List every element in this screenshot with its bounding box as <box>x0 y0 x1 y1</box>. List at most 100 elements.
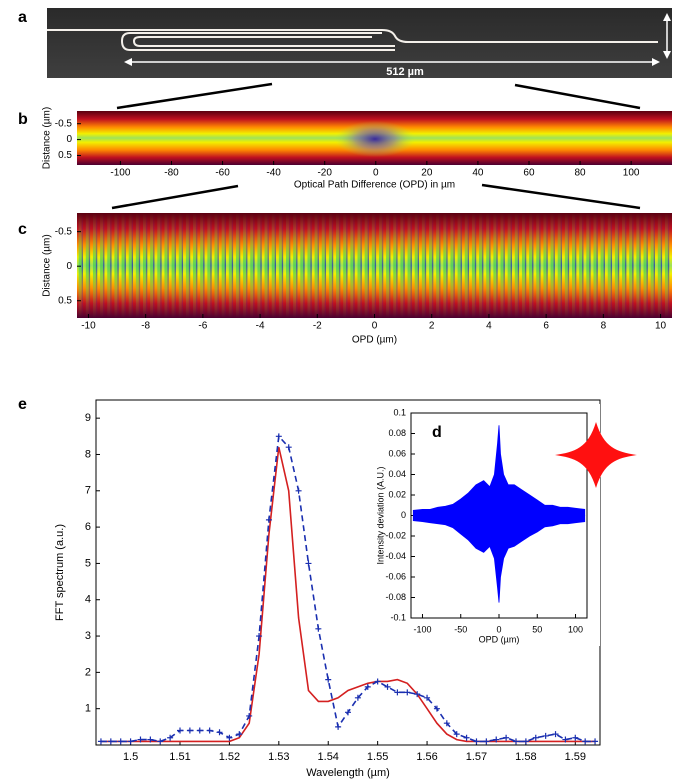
x-tick-label: -100 <box>110 168 130 179</box>
y-tick-label: 8 <box>85 448 91 460</box>
fringes <box>77 213 672 318</box>
x-axis-label: Optical Path Difference (OPD) in µm <box>294 180 455 191</box>
x-tick-label: 20 <box>421 168 433 179</box>
x-tick-label: 1.55 <box>367 751 388 763</box>
x-tick-label: 1.59 <box>565 751 586 763</box>
marker <box>345 709 351 716</box>
marker <box>354 694 361 701</box>
y-tick-label: 0 <box>66 134 72 145</box>
marker <box>364 683 371 690</box>
marker <box>572 734 579 741</box>
y-axis-label: Distance (µm) <box>42 107 53 169</box>
y-tick-label: 9 <box>85 412 91 424</box>
y-axis-label: Distance (µm) <box>42 234 53 296</box>
y-tick-label: 6 <box>85 521 91 533</box>
x-tick-label: -50 <box>454 624 467 634</box>
axes-frame <box>410 412 588 619</box>
y-tick-label: 0.5 <box>58 295 72 306</box>
scale-arrows <box>124 13 671 66</box>
marker <box>147 736 154 743</box>
x-tick-label: 1.56 <box>416 751 437 763</box>
marker <box>117 738 124 745</box>
x-tick-label: 50 <box>532 624 542 634</box>
marker <box>157 738 164 745</box>
marker <box>315 625 322 632</box>
marker <box>335 723 342 730</box>
marker <box>196 727 203 734</box>
x-tick-label: 1.58 <box>515 751 536 763</box>
y-tick-label: -0.1 <box>390 612 406 622</box>
marker <box>542 732 549 739</box>
y-tick-label: -0.06 <box>385 571 406 581</box>
y-tick-label: 0 <box>66 261 72 272</box>
x-tick-label: -6 <box>198 321 207 332</box>
marker <box>97 738 104 745</box>
x-tick-label: 2 <box>429 321 435 332</box>
x-tick-label: 1.53 <box>268 751 289 763</box>
marker <box>137 736 144 743</box>
x-tick-label: -40 <box>266 168 281 179</box>
marker <box>433 705 440 712</box>
marker <box>532 734 539 741</box>
panel-label: b <box>18 111 28 128</box>
x-tick-label: -8 <box>141 321 150 332</box>
panel-label: e <box>18 396 27 413</box>
y-tick-label: 0.04 <box>388 469 406 479</box>
x-tick-label: 1.52 <box>219 751 240 763</box>
marker <box>394 689 401 696</box>
x-tick-label: 4 <box>486 321 492 332</box>
marker <box>424 694 431 701</box>
y-tick-label: 3 <box>85 630 91 642</box>
x-tick-label: 1.57 <box>466 751 487 763</box>
marker <box>186 727 193 734</box>
y-tick-label: -0.08 <box>385 592 406 602</box>
signal-envelope <box>412 515 586 603</box>
x-tick-label: 1.5 <box>123 751 138 763</box>
y-tick-label: -0.5 <box>55 118 73 129</box>
marker <box>206 727 213 734</box>
marker <box>167 734 174 741</box>
y-tick-label: -0.04 <box>385 551 406 561</box>
y-tick-label: 2 <box>85 666 91 678</box>
y-tick-label: -0.5 <box>55 226 73 237</box>
y-tick-label: 0.5 <box>58 150 72 161</box>
marker <box>374 678 381 685</box>
marker <box>453 731 460 738</box>
x-tick-label: -100 <box>413 624 431 634</box>
x-tick-label: -80 <box>164 168 179 179</box>
marker <box>127 738 134 745</box>
x-axis-label: Wavelength (µm) <box>306 767 390 779</box>
y-axis-label: Intensity deviation (A.U.) <box>375 466 385 564</box>
marker <box>226 734 233 741</box>
x-tick-label: 8 <box>601 321 607 332</box>
marker <box>582 738 589 745</box>
x-tick-label: -4 <box>256 321 265 332</box>
y-tick-label: 5 <box>85 557 91 569</box>
marker <box>384 683 391 690</box>
marker <box>275 433 282 440</box>
marker <box>325 676 332 683</box>
y-tick-label: 0.02 <box>388 489 406 499</box>
x-axis-label: OPD (µm) <box>479 634 520 644</box>
marker <box>503 734 510 741</box>
marker <box>552 731 559 738</box>
x-tick-label: 10 <box>655 321 667 332</box>
marker <box>513 738 519 745</box>
fringe-center <box>335 121 415 157</box>
y-tick-label: 0.1 <box>393 407 406 417</box>
y-tick-label: 7 <box>85 485 91 497</box>
y-tick-label: 0.06 <box>388 448 406 458</box>
x-tick-label: 1.54 <box>318 751 339 763</box>
x-tick-label: 80 <box>575 168 587 179</box>
marker <box>463 734 470 741</box>
marker <box>592 738 599 745</box>
x-tick-label: 40 <box>472 168 484 179</box>
x-tick-label: 100 <box>568 624 583 634</box>
y-tick-label: 4 <box>85 594 91 606</box>
panel-label: d <box>432 424 442 441</box>
x-tick-label: 0 <box>372 321 378 332</box>
marker <box>295 487 302 494</box>
marker <box>216 729 223 736</box>
marker <box>522 738 529 745</box>
